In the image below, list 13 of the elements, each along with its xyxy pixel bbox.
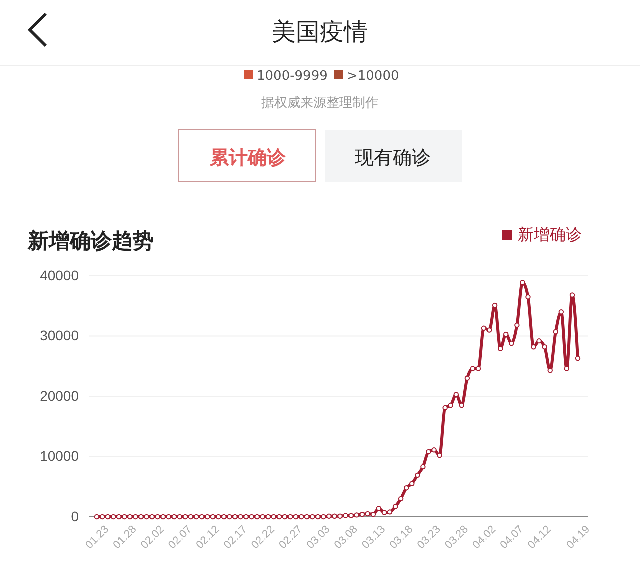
y-tick-label: 20000 <box>40 388 80 404</box>
text: 现有确诊 <box>355 147 431 169</box>
text: >10000 <box>347 69 400 84</box>
y-tick-label: 30000 <box>40 328 80 344</box>
y-tick-label: 10000 <box>40 448 80 464</box>
y-tick-label: 40000 <box>40 267 80 284</box>
text: 美国疫情 <box>272 18 368 46</box>
legend-label: 新增确诊 <box>518 225 582 244</box>
chart-title: 新增确诊趋势 <box>27 229 154 253</box>
text: 1000-9999 <box>257 69 328 84</box>
text: 据权威来源整理制作 <box>262 96 378 111</box>
text: 累计确诊 <box>209 147 287 169</box>
y-tick-label: 0 <box>71 508 80 524</box>
